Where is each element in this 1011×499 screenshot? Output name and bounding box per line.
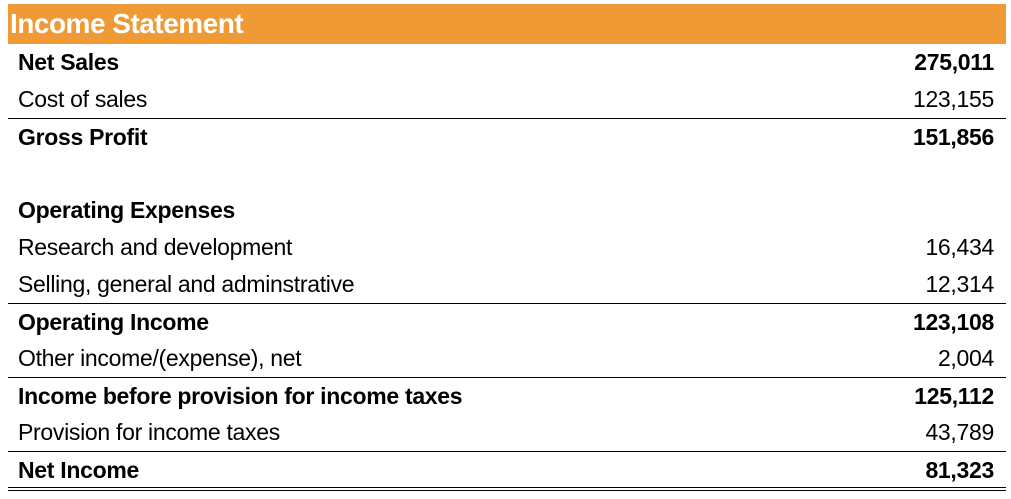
row-label: Provision for income taxes — [18, 419, 280, 445]
row-label: Cost of sales — [18, 86, 148, 112]
row-income-before-taxes: Income before provision for income taxes… — [8, 377, 1006, 414]
row-label: Operating Expenses — [18, 197, 236, 223]
row-label: Net Income — [18, 457, 139, 483]
row-cost-of-sales: Cost of sales 123,155 — [8, 81, 1006, 118]
row-value: 43,789 — [925, 419, 994, 445]
row-net-sales: Net Sales 275,011 — [8, 44, 1006, 81]
row-label: Income before provision for income taxes — [18, 383, 463, 409]
row-value: 125,112 — [914, 383, 994, 409]
row-value: 123,108 — [912, 309, 994, 335]
spacer-row — [8, 155, 1006, 192]
row-label: Net Sales — [18, 49, 119, 75]
row-provision-taxes: Provision for income taxes 43,789 — [8, 414, 1006, 451]
table-title: Income Statement — [8, 4, 1006, 44]
row-value: 151,856 — [912, 124, 994, 150]
row-net-income: Net Income 81,323 — [8, 451, 1006, 491]
row-label: Gross Profit — [18, 124, 148, 150]
row-research-development: Research and development 16,434 — [8, 229, 1006, 266]
row-value: 275,011 — [914, 49, 994, 75]
row-value: 123,155 — [912, 86, 994, 112]
row-label: Selling, general and adminstrative — [18, 271, 355, 297]
income-statement-table: Income Statement Net Sales 275,011 Cost … — [8, 4, 1006, 491]
row-label: Research and development — [18, 234, 293, 260]
row-value: 12,314 — [925, 271, 994, 297]
row-value: 2,004 — [937, 345, 994, 371]
row-label: Other income/(expense), net — [18, 345, 302, 371]
row-operating-income: Operating Income 123,108 — [8, 303, 1006, 340]
row-value: 16,434 — [925, 234, 994, 260]
row-sga: Selling, general and adminstrative 12,31… — [8, 266, 1006, 303]
row-value: 81,323 — [925, 457, 994, 483]
row-gross-profit: Gross Profit 151,856 — [8, 118, 1006, 155]
row-label: Operating Income — [18, 309, 209, 335]
row-other-income: Other income/(expense), net 2,004 — [8, 340, 1006, 377]
row-operating-expenses: Operating Expenses — [8, 192, 1006, 229]
